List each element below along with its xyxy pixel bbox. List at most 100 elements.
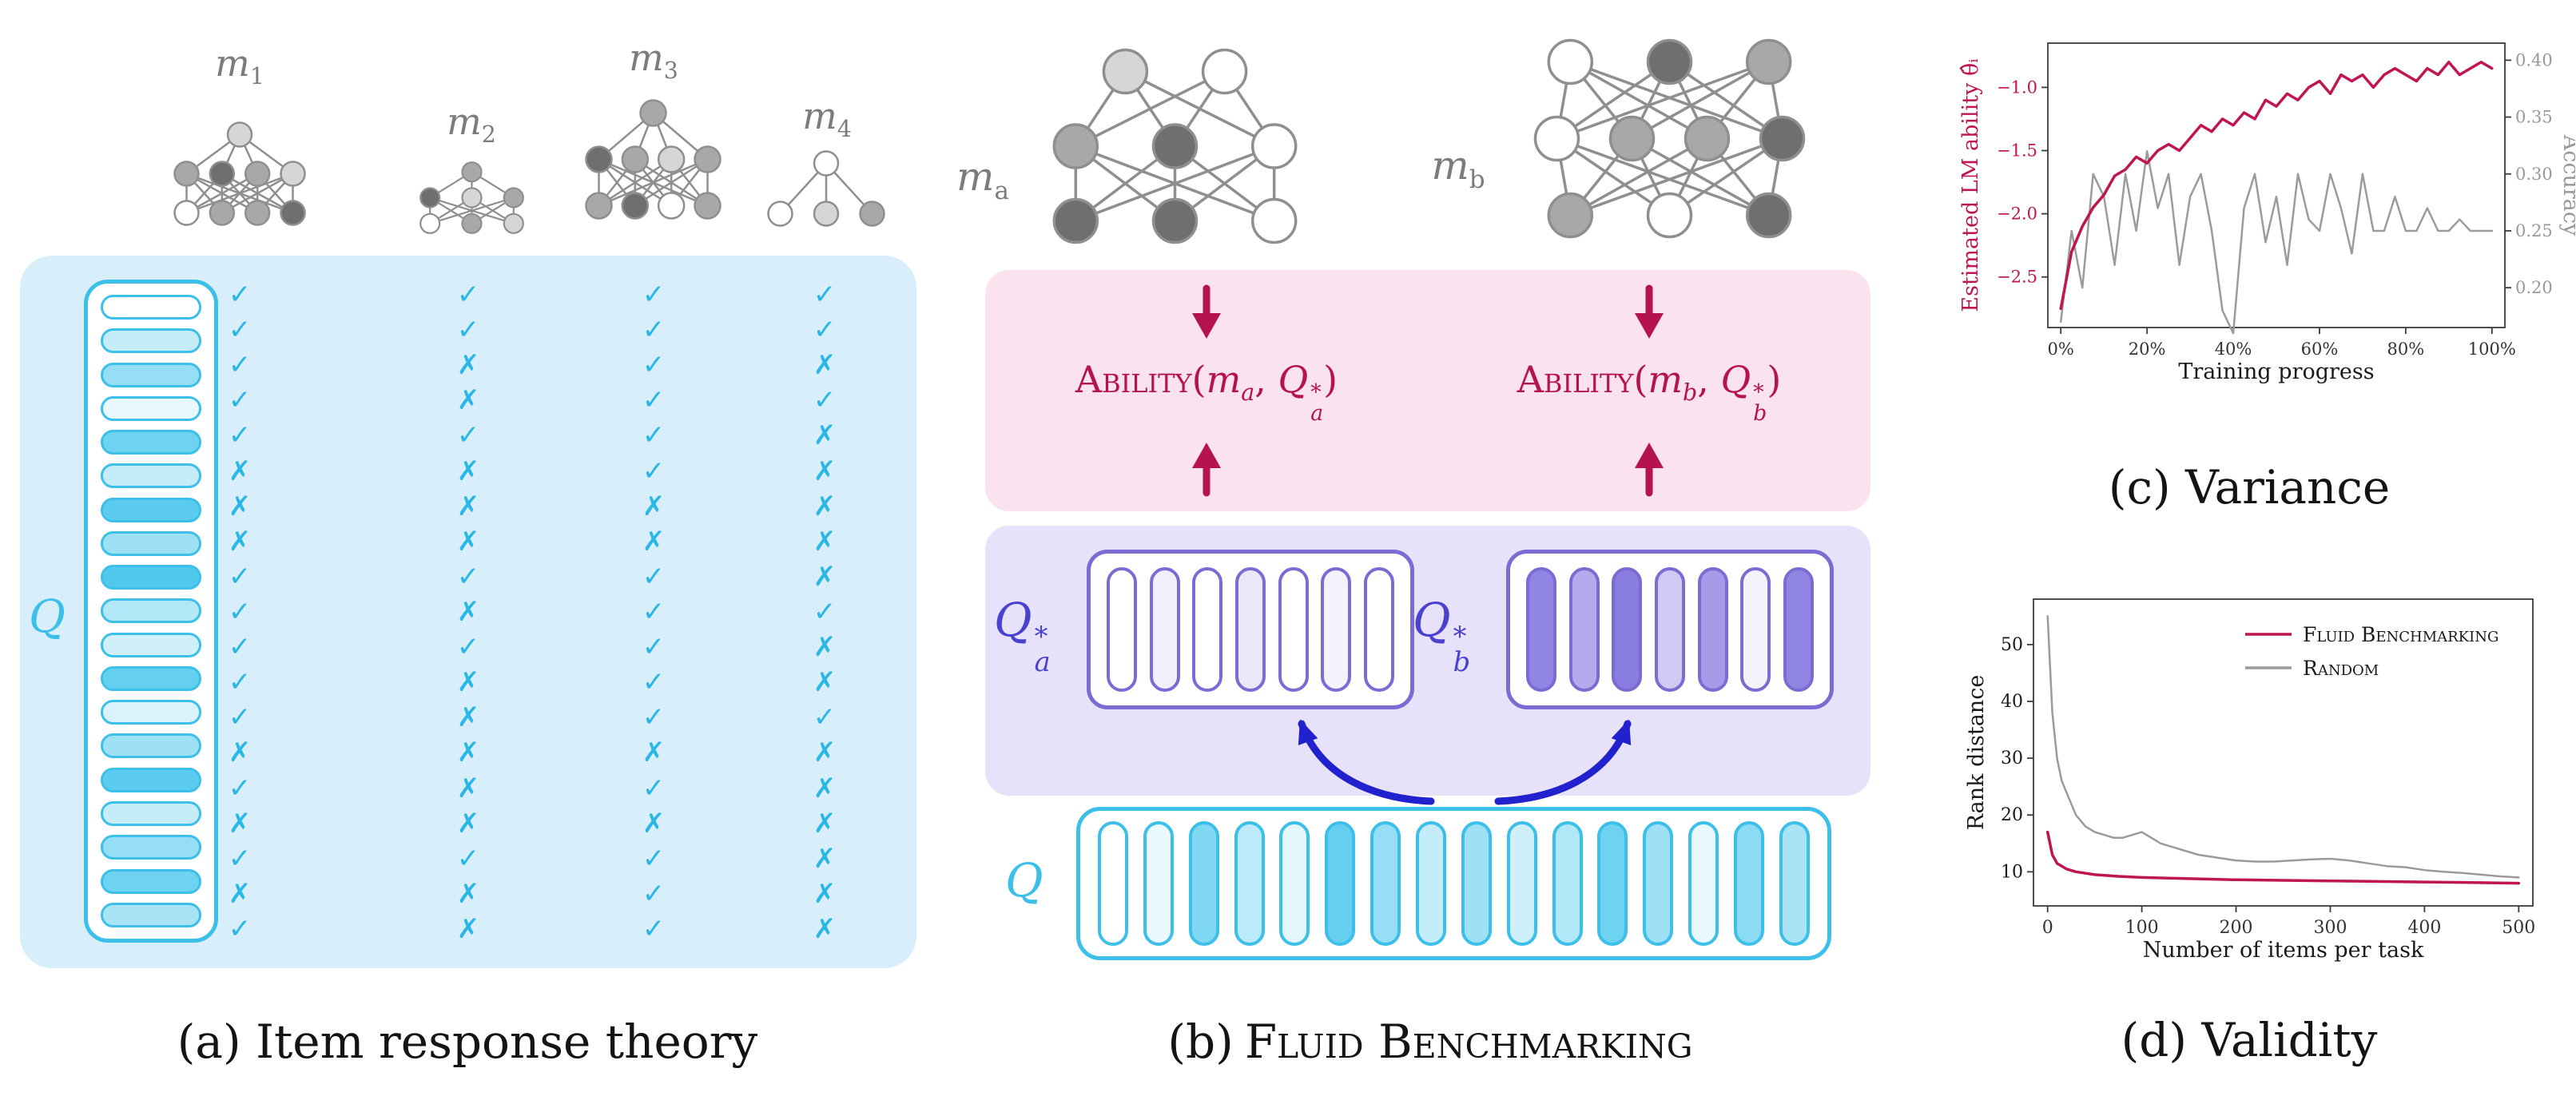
x-tick-label: 20% [2129, 340, 2166, 359]
model-1-results-column: ✓ ✓ ✓ ✓ ✓ ✗ ✗ ✗ ✓ ✓ ✓ ✓ ✓ ✗ ✓ ✗ ✓ ✗ ✓ [204, 281, 276, 943]
caption-b: (b) Fluid Benchmarking [987, 1015, 1874, 1069]
item-pill [1188, 821, 1219, 946]
check-mark-icon: ✓ [642, 631, 666, 664]
cross-mark-icon: ✗ [813, 666, 837, 699]
ability-a-q-supsub: * a [1310, 380, 1323, 423]
ability-b-q-supsub: * b [1753, 380, 1767, 423]
model-b-network-icon [1533, 38, 1806, 239]
check-mark-icon: ✓ [456, 560, 480, 593]
net-node [461, 212, 483, 234]
check-mark-icon: ✓ [228, 349, 252, 382]
down-arrow-icon [1635, 284, 1664, 339]
x-axis-label: Training progress [2178, 359, 2374, 384]
model-4-network-icon [767, 150, 885, 227]
check-mark-icon: ✓ [642, 560, 666, 593]
qa-set-label: Q * a [994, 593, 1051, 675]
net-node [767, 201, 793, 227]
qb-label-supsub: * b [1453, 620, 1471, 675]
item-pill [1643, 821, 1674, 946]
net-edge [1569, 137, 1783, 217]
net-node [585, 145, 613, 173]
ability-a-q-sup: * [1310, 380, 1322, 406]
cross-mark-icon: ✗ [642, 807, 666, 840]
net-node [280, 200, 306, 226]
model-b-label-sub: b [1469, 165, 1485, 194]
cross-mark-icon: ✗ [813, 419, 837, 452]
question-pool-box [1076, 807, 1831, 960]
net-edge [185, 173, 258, 214]
model-b-label-base: m [1431, 142, 1469, 189]
y-tick-label: −2.5 [1997, 268, 2037, 287]
check-mark-icon: ✓ [642, 314, 666, 347]
qa-label-sub: a [1034, 645, 1051, 677]
check-mark-icon: ✓ [228, 631, 252, 664]
ability-a-open: ( [1191, 357, 1207, 401]
y-tick-label: 40 [2001, 692, 2023, 712]
net-node [1052, 123, 1099, 169]
left-axis-label: Estimated LM ability θ̂ᵢ [1958, 58, 1983, 312]
model-3-network-icon [585, 99, 722, 220]
net-edge [1569, 60, 1783, 141]
check-mark-icon: ✓ [228, 384, 252, 417]
net-edge [1556, 137, 1770, 217]
plot-frame [2033, 598, 2534, 907]
y-tick-label: −1.0 [1997, 77, 2037, 97]
x-axis-label: Number of items per task [2143, 938, 2424, 963]
ability-a-fn: Ability [1075, 357, 1192, 401]
cross-mark-icon: ✗ [456, 701, 480, 734]
check-mark-icon: ✓ [642, 279, 666, 311]
y-axis-label: Rank distance [1964, 675, 1989, 831]
series-line [2059, 60, 2494, 311]
qb-label-sup: * [1453, 620, 1467, 652]
caption-b-prefix: (b) [1167, 1015, 1234, 1069]
check-mark-icon: ✓ [228, 560, 252, 593]
ability-a-m: m [1206, 357, 1242, 401]
check-mark-icon: ✓ [456, 631, 480, 664]
cross-mark-icon: ✗ [456, 877, 480, 910]
cross-mark-icon: ✗ [813, 455, 837, 487]
net-edge [1556, 60, 1770, 141]
cross-mark-icon: ✗ [456, 807, 480, 840]
check-mark-icon: ✓ [642, 877, 666, 910]
ability-b-q-sup: * [1753, 380, 1764, 406]
check-mark-icon: ✓ [642, 384, 666, 417]
y2-tick-label: 0.35 [2515, 108, 2553, 127]
check-mark-icon: ✓ [642, 419, 666, 452]
net-node [461, 187, 483, 208]
legend-label: Random [2303, 657, 2379, 680]
cross-mark-icon: ✗ [813, 631, 837, 664]
net-node [657, 192, 686, 220]
x-tick-label: 40% [2215, 340, 2252, 359]
item-pill [1278, 567, 1309, 692]
net-node [1745, 38, 1792, 85]
model-a-label-sub: a [994, 177, 1009, 205]
check-mark-icon: ✓ [642, 349, 666, 382]
right-axis-label: Accuracy [2558, 134, 2575, 236]
net-node [1547, 38, 1594, 85]
net-node [1533, 115, 1580, 162]
item-pill [1734, 821, 1765, 946]
plot-frame [2047, 42, 2506, 328]
cross-mark-icon: ✗ [813, 912, 837, 945]
item-pill [101, 395, 201, 421]
model-2-network-icon [419, 161, 524, 234]
cross-mark-icon: ✗ [813, 490, 837, 522]
cross-mark-icon: ✗ [228, 455, 252, 487]
item-pill [1697, 567, 1728, 692]
net-node [813, 150, 840, 177]
net-node [461, 161, 483, 183]
item-pill [101, 700, 201, 725]
qb-set-label: Q * b [1413, 593, 1470, 675]
item-pill [1098, 821, 1128, 946]
item-pill [1416, 821, 1447, 946]
item-pill [101, 665, 201, 691]
item-pill [101, 430, 201, 455]
variance-chart: 0% 20% 40% 60% 80% 100% −2.5 −2.0 −1.5 −1.0 0.20 0.… [1958, 42, 2575, 384]
x-tick-label: 0% [2048, 340, 2074, 359]
check-mark-icon: ✓ [456, 314, 480, 347]
item-pill [1506, 821, 1537, 946]
check-mark-icon: ✓ [228, 666, 252, 699]
check-mark-icon: ✓ [228, 772, 252, 804]
y-tick-label: 10 [2001, 862, 2023, 882]
